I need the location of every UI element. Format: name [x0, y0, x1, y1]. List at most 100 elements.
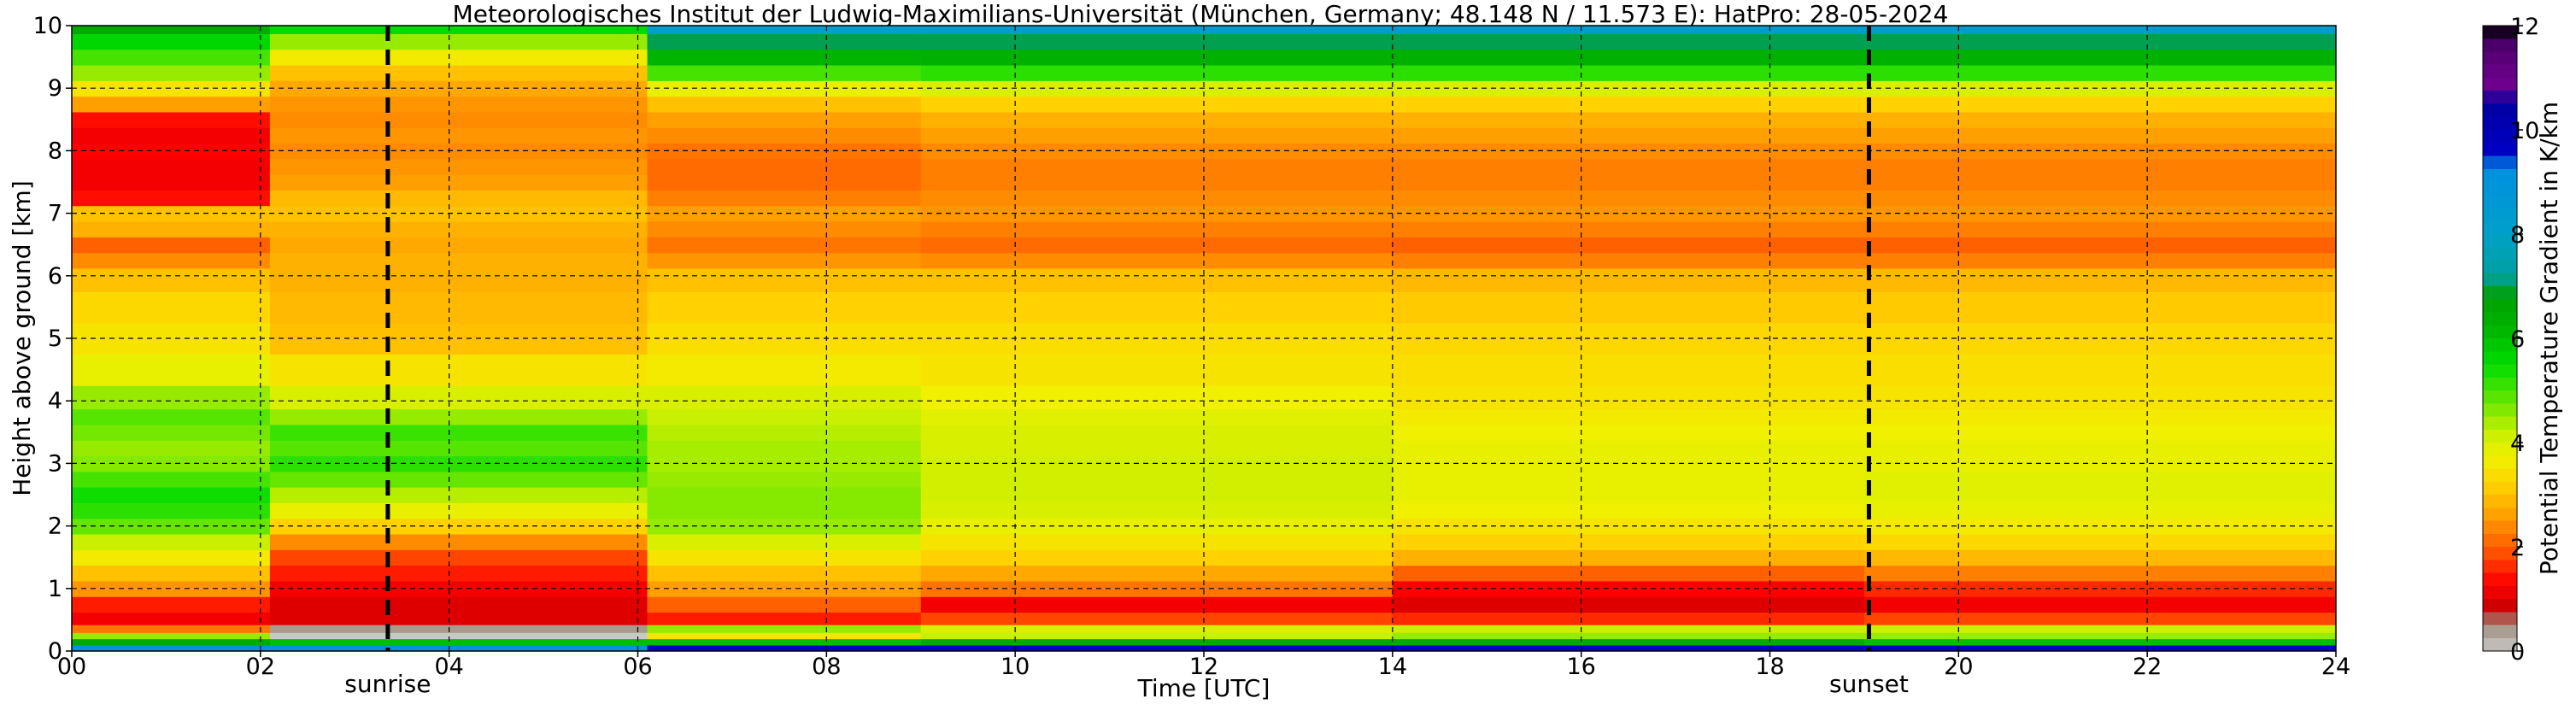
heatmap-cell — [269, 565, 648, 582]
heatmap-cell — [647, 408, 922, 425]
heatmap-cell — [647, 565, 922, 582]
heatmap-cell — [647, 612, 922, 625]
heatmap-cell — [1392, 252, 1865, 269]
heatmap-cell — [269, 612, 648, 625]
x-tick-label: 20 — [1944, 654, 1973, 680]
heatmap-cell — [269, 96, 648, 113]
heatmap-cell — [72, 612, 271, 625]
heatmap-cell — [1863, 26, 2336, 34]
heatmap-cell — [920, 49, 1394, 66]
heatmap-cell — [269, 291, 648, 324]
heatmap-cell — [72, 595, 271, 613]
heatmap-cell — [647, 126, 922, 144]
heatmap-cell — [1863, 143, 2336, 160]
heatmap-cell — [920, 638, 1394, 646]
heatmap — [72, 26, 2336, 651]
heatmap-cell — [72, 518, 271, 535]
chart-title: Meteorologisches Institut der Ludwig-Max… — [453, 0, 1949, 28]
heatmap-cell — [1392, 518, 1865, 535]
heatmap-cell — [269, 26, 648, 34]
heatmap-cell — [72, 205, 271, 222]
heatmap-cell — [920, 111, 1394, 128]
heatmap-cell — [269, 644, 648, 651]
heatmap-cell — [269, 267, 648, 292]
event-lines — [385, 26, 1871, 651]
heatmap-cell — [647, 237, 922, 254]
heatmap-cell — [72, 471, 271, 488]
x-tick-label: 00 — [57, 654, 86, 680]
heatmap-cell — [72, 252, 271, 269]
event-label-sunset: sunset — [1829, 670, 1909, 698]
heatmap-cell — [269, 49, 648, 66]
heatmap-cell — [1392, 533, 1865, 550]
heatmap-cell — [647, 502, 922, 519]
heatmap-cell — [647, 205, 922, 222]
heatmap-cell — [269, 64, 648, 81]
heatmap-cell — [269, 408, 648, 425]
colorbar-tick-label: 8 — [2510, 222, 2525, 249]
heatmap-cell — [269, 190, 648, 207]
heatmap-cell — [1863, 354, 2336, 386]
heatmap-cell — [920, 190, 1394, 207]
heatmap-cell — [920, 384, 1394, 410]
heatmap-cell — [647, 220, 922, 238]
heatmap-cell — [920, 644, 1394, 651]
heatmap-cell — [72, 549, 271, 566]
colorbar-tick-label: 4 — [2510, 431, 2525, 457]
x-axis-label: Time [UTC] — [1137, 674, 1270, 702]
heatmap-cell — [1392, 439, 1865, 457]
heatmap-cell — [72, 644, 271, 651]
y-tick-label: 8 — [48, 138, 62, 164]
heatmap-cell — [269, 632, 648, 640]
heatmap-cell — [920, 64, 1394, 81]
heatmap-cell — [647, 96, 922, 113]
heatmap-cell — [1863, 96, 2336, 113]
heatmap-cell — [269, 354, 648, 386]
heatmap-cell — [1863, 408, 2336, 425]
heatmap-cell — [269, 486, 648, 503]
heatmap-cell — [72, 267, 271, 292]
heatmap-cell — [1863, 384, 2336, 410]
heatmap-cell — [1392, 354, 1865, 386]
heatmap-cell — [72, 455, 271, 472]
heatmap-cell — [920, 439, 1394, 457]
heatmap-cell — [72, 49, 271, 66]
heatmap-cell — [1392, 486, 1865, 503]
heatmap-cell — [1863, 252, 2336, 269]
x-tick-label: 16 — [1566, 654, 1595, 680]
x-tick-label: 08 — [812, 654, 841, 680]
x-tick-label: 18 — [1755, 654, 1784, 680]
colorbar-bar — [2482, 25, 2518, 652]
heatmap-cell — [1392, 205, 1865, 222]
heatmap-cell — [647, 518, 922, 535]
heatmap-cell — [920, 173, 1394, 191]
colorbar-ticks: 0 2 4 6 8 10 12 — [2510, 14, 2539, 666]
heatmap-cell — [1392, 267, 1865, 292]
heatmap-cell — [72, 638, 271, 646]
heatmap-cell — [1392, 580, 1865, 597]
heatmap-cell — [647, 49, 922, 66]
heatmap-cell — [1392, 143, 1865, 160]
heatmap-cell — [72, 111, 271, 128]
heatmap-cell — [1863, 580, 2336, 597]
colorbar-tick-label: 10 — [2510, 118, 2539, 144]
heatmap-cell — [1392, 80, 1865, 97]
y-tick-label: 0 — [48, 638, 62, 665]
heatmap-cell — [647, 173, 922, 191]
heatmap-cell — [1392, 49, 1865, 66]
heatmap-cell — [920, 624, 1394, 633]
heatmap-cell — [1863, 549, 2336, 566]
heatmap-cell — [920, 267, 1394, 292]
heatmap-cell — [647, 190, 922, 207]
heatmap-cell — [1863, 291, 2336, 324]
y-axis-ticks: 0 1 2 3 4 5 6 7 8 9 10 — [33, 13, 72, 665]
heatmap-cell — [1392, 384, 1865, 410]
heatmap-cell — [1392, 408, 1865, 425]
heatmap-cell — [920, 291, 1394, 324]
y-tick-label: 10 — [33, 13, 62, 39]
heatmap-cell — [72, 632, 271, 640]
heatmap-cell — [1392, 565, 1865, 582]
heatmap-cell — [647, 595, 922, 613]
colorbar: 0 2 4 6 8 10 12 Potential Temperature Gradient… — [2482, 14, 2563, 666]
x-tick-label: 06 — [623, 654, 652, 680]
